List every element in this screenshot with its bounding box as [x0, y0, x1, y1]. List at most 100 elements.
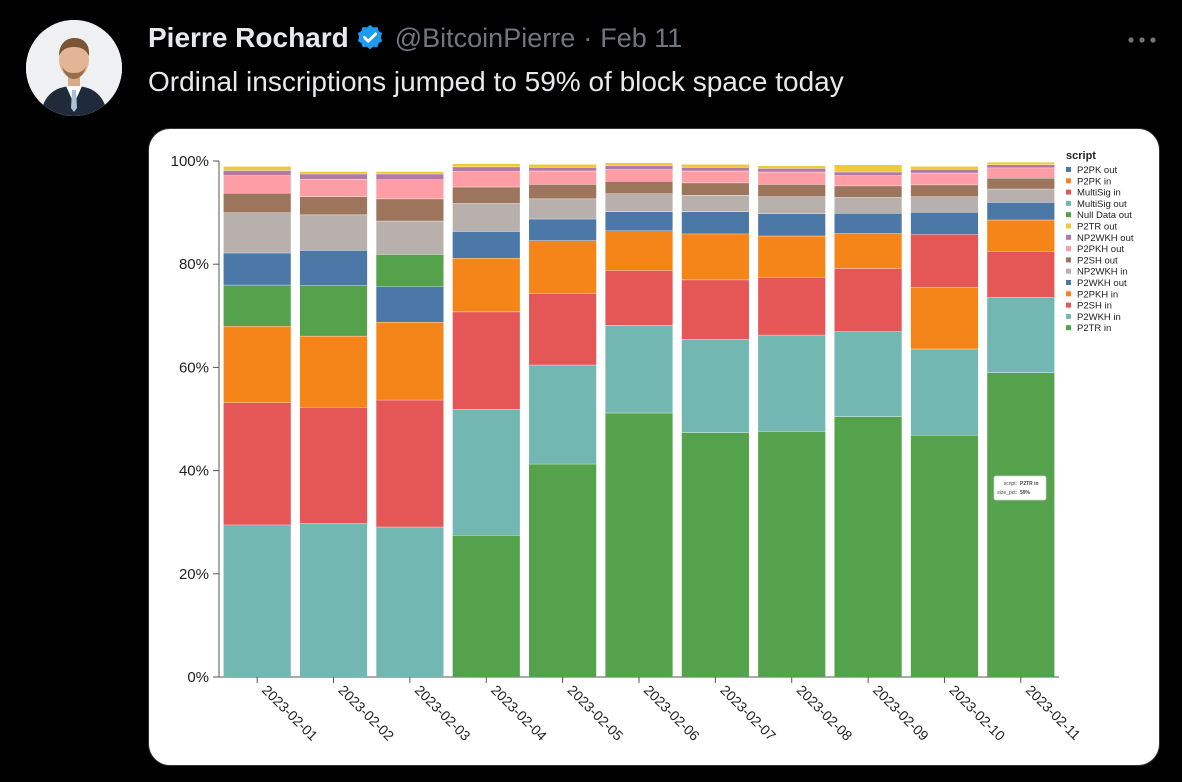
bar-segment: [223, 212, 291, 253]
bar-segment: [605, 162, 673, 166]
bar-segment: [452, 311, 520, 410]
tweet-header: Pierre Rochard @BitcoinPierre · Feb 11: [148, 22, 682, 54]
bar-segment: [681, 279, 749, 340]
bar-segment: [452, 409, 520, 536]
bar-segment: [529, 463, 597, 677]
bar-segment: [605, 181, 673, 194]
bar-segment: [529, 167, 597, 171]
bar-segment: [834, 197, 902, 214]
bar-segment: [299, 285, 368, 336]
legend-label: P2SH out: [1077, 255, 1118, 266]
bar-segment: [834, 171, 902, 176]
legend-label: P2PKH out: [1077, 244, 1124, 255]
bar-segment: [834, 233, 902, 269]
bar-segment: [987, 188, 1055, 203]
bar-segment: [681, 167, 749, 171]
bar-segment: [987, 167, 1055, 179]
legend-label: MultiSig out: [1077, 199, 1127, 210]
y-tick-label: 60%: [179, 359, 209, 376]
bar-segment: [834, 416, 902, 677]
bar-segment: [452, 171, 520, 187]
bar-segment: [452, 258, 520, 312]
bar-segment: [529, 164, 597, 168]
bar-segment: [376, 321, 444, 400]
bar-segment: [758, 431, 826, 677]
x-tick-label: 2023-02-09: [870, 682, 932, 744]
more-options-button[interactable]: [1122, 20, 1162, 60]
bar-segment: [758, 334, 826, 432]
legend-label: MultiSig in: [1077, 188, 1121, 199]
legend-swatch: [1066, 325, 1071, 331]
bar-segment: [605, 169, 673, 182]
author-display-name[interactable]: Pierre Rochard: [148, 22, 349, 53]
bar-segment: [681, 233, 749, 280]
bar-segment: [299, 523, 368, 677]
bar-segment: [529, 364, 597, 464]
tweet-media-image[interactable]: 0% 20% 40% 60% 80% 100% 2023-02-01 2023-02-02 20…: [148, 128, 1160, 766]
bar-segment: [681, 339, 749, 433]
bar-segment: [758, 235, 826, 278]
bar-segment: [605, 325, 673, 413]
bar-segment: [910, 212, 979, 235]
legend-label: P2WKH out: [1077, 278, 1127, 289]
y-tick-label: 40%: [179, 463, 209, 480]
bar-segment: [529, 198, 597, 219]
bar-segment: [223, 175, 291, 193]
bar-segment: [223, 252, 291, 285]
bar-segment: [681, 195, 749, 212]
legend-title: script: [1066, 150, 1096, 162]
bar-segment: [987, 202, 1055, 220]
bar-segment: [223, 326, 291, 403]
bar-segment: [605, 230, 673, 271]
tweet-date[interactable]: Feb 11: [600, 22, 683, 53]
bar-segment: [452, 535, 520, 677]
bar-segment: [452, 186, 520, 204]
legend-swatch: [1066, 178, 1071, 184]
bar-segment: [452, 166, 520, 172]
bar-segment: [681, 170, 749, 183]
more-dots-icon: [1128, 37, 1156, 43]
bar-segment: [299, 196, 368, 215]
bar-segment: [987, 372, 1055, 677]
legend-swatch: [1066, 167, 1071, 172]
legend-swatch: [1066, 223, 1071, 229]
author-avatar[interactable]: [26, 20, 122, 116]
legend-label: P2WKH in: [1077, 312, 1121, 323]
bar-segment: [452, 163, 520, 167]
bar-segment: [681, 164, 749, 168]
bar-segment: [376, 220, 444, 255]
bar-segment: [299, 173, 368, 180]
author-handle[interactable]: @BitcoinPierre: [394, 22, 576, 53]
x-tick-label: 2023-02-02: [335, 682, 397, 744]
legend-swatch: [1066, 189, 1071, 195]
bar-segment: [910, 196, 979, 213]
bar-segment: [834, 164, 902, 172]
x-tick-label: 2023-02-07: [717, 682, 779, 744]
bar-segment: [376, 179, 444, 199]
legend-swatch: [1066, 291, 1071, 297]
bar-segment: [987, 251, 1055, 298]
bar-segment: [529, 170, 597, 185]
bar-segment: [376, 173, 444, 180]
x-tick-label: 2023-02-04: [488, 682, 550, 744]
bar-segment: [834, 331, 902, 417]
legend-swatch: [1066, 257, 1071, 263]
legend-label: P2PKH in: [1077, 289, 1118, 300]
legend-label: P2TR out: [1077, 222, 1117, 233]
bar-segment: [758, 168, 826, 172]
bar-segment: [452, 231, 520, 259]
bar-segment: [376, 171, 444, 174]
bar-segment: [299, 335, 368, 408]
bar-segment: [223, 284, 291, 327]
bar-segment: [223, 192, 291, 213]
bar-segment: [376, 399, 444, 527]
legend-swatch: [1066, 280, 1071, 285]
chart-tooltip: [993, 475, 1047, 501]
y-tick-label: 100%: [171, 153, 209, 170]
bar-segment: [529, 293, 597, 365]
tooltip-script-label: script:: [1004, 481, 1017, 487]
stacked-bar-chart: 0%20%40%60%80%100%2023-02-01 2023-02-02 20…: [171, 150, 1134, 744]
bar-segment: [910, 172, 979, 185]
legend-swatch: [1066, 234, 1071, 240]
y-tick-label: 20%: [179, 566, 209, 583]
